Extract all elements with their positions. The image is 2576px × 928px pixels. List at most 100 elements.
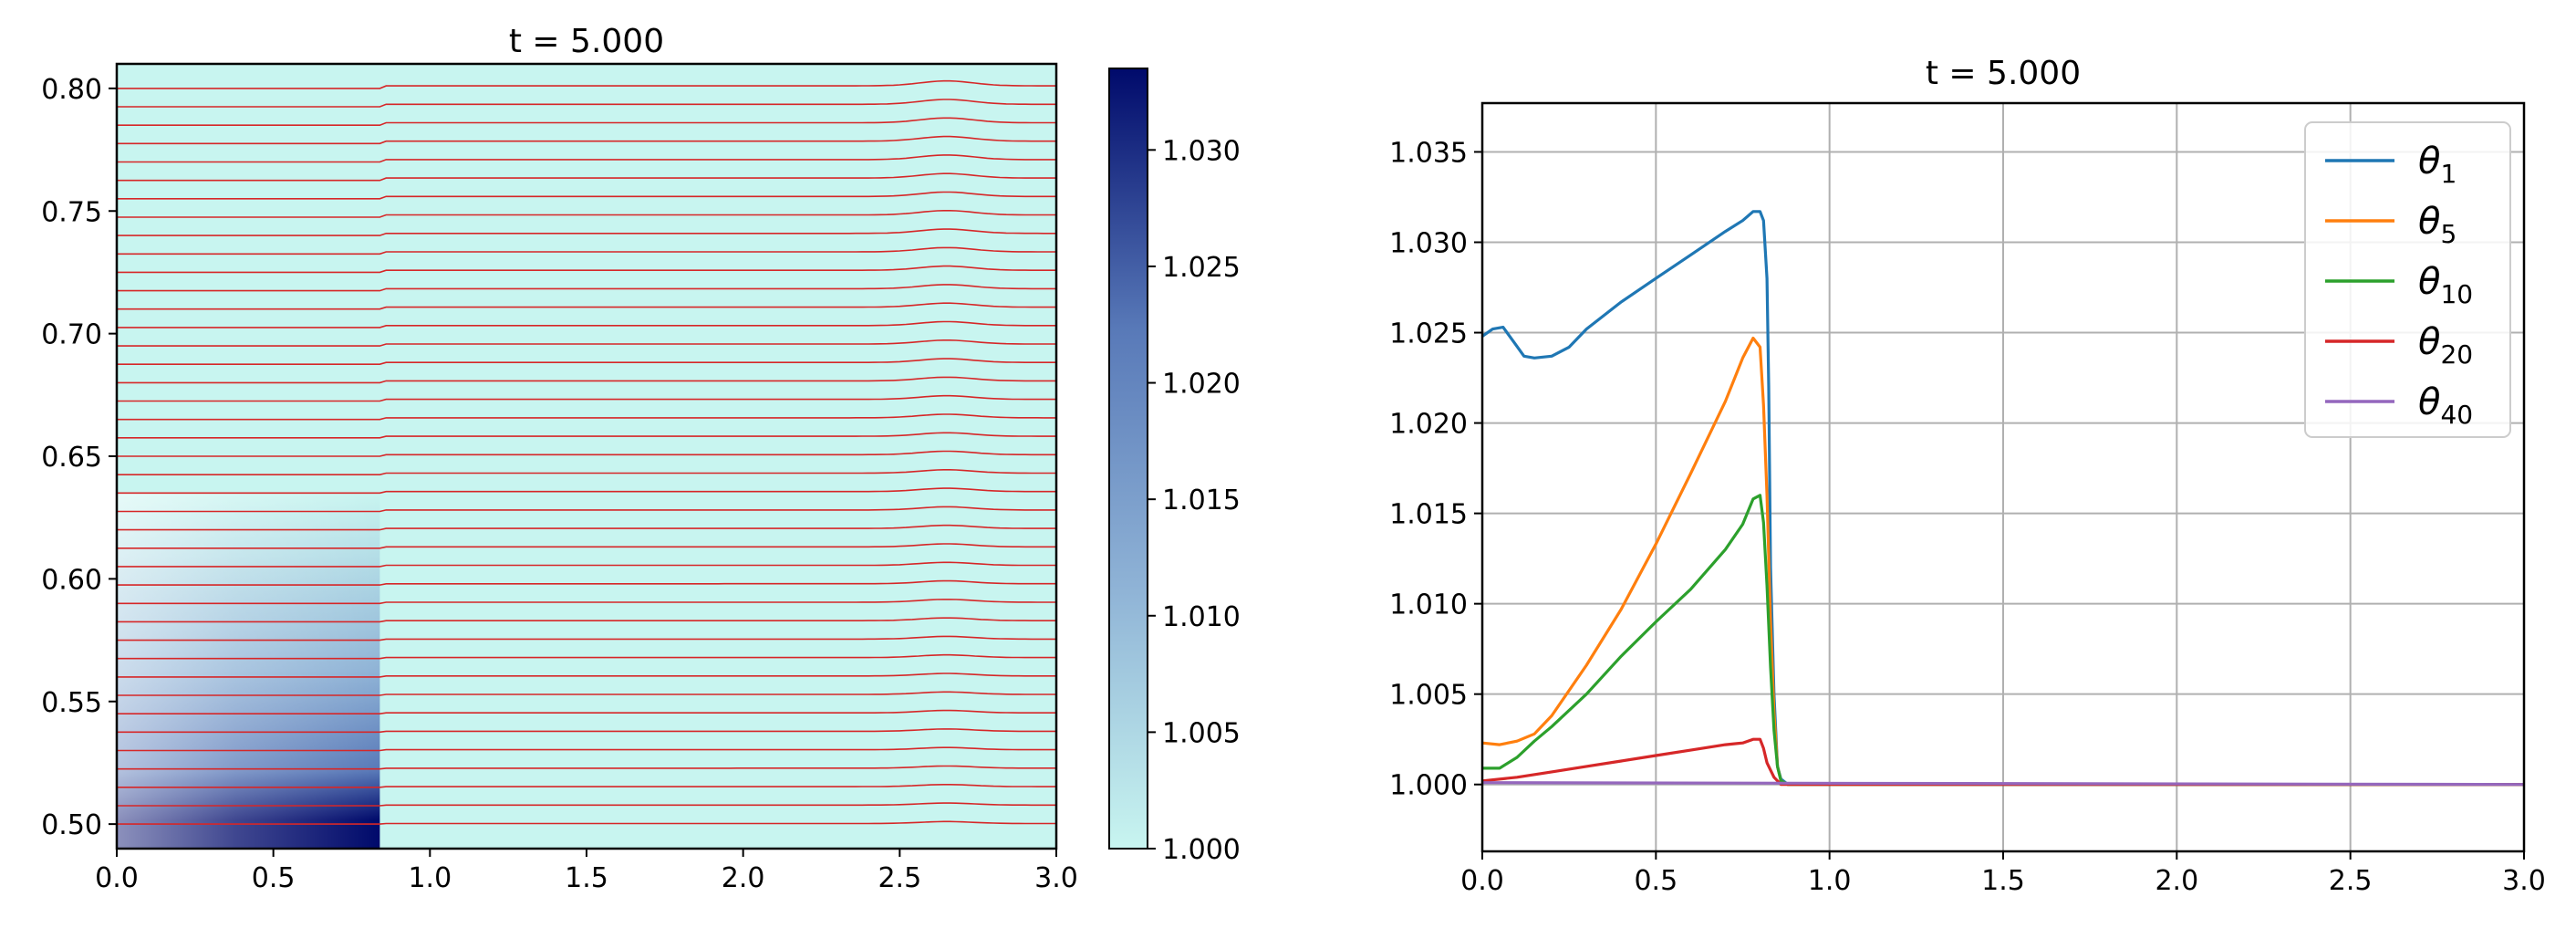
y-tick-label: 0.60 (41, 564, 102, 596)
y-tick-label: 1.025 (1389, 318, 1468, 350)
legend-subscript: 10 (2440, 279, 2473, 309)
legend-subscript: 40 (2440, 400, 2473, 430)
contour-line (117, 432, 1056, 439)
legend-label: θ40 (2418, 381, 2473, 430)
contour-line (117, 765, 1056, 770)
contour-line (117, 728, 1056, 734)
y-tick-label: 1.005 (1389, 680, 1468, 712)
contour-line (117, 135, 1056, 145)
x-tick-label: 1.5 (1981, 865, 2025, 897)
contour-line (117, 469, 1056, 475)
x-tick-label: 0.0 (95, 862, 139, 894)
contour-line (117, 246, 1056, 255)
y-tick-label: 0.65 (41, 442, 102, 474)
contour-line (117, 413, 1056, 421)
x-tick-label: 0.0 (1460, 865, 1504, 897)
series-line-theta-10 (1482, 494, 2524, 787)
line-series-group (1482, 210, 2524, 787)
heatmap-y-ticks: 0.50 0.55 0.60 0.65 0.70 0.75 0.80 (41, 74, 117, 841)
legend-subscript: 1 (2440, 159, 2457, 189)
contour-line (117, 802, 1056, 807)
x-tick-label: 2.5 (2329, 865, 2373, 897)
contour-line (117, 228, 1056, 236)
contour-line (117, 339, 1056, 347)
y-tick-label: 1.010 (1389, 589, 1468, 621)
contour-line (117, 210, 1056, 218)
heatmap-field-fade (117, 493, 380, 849)
legend-symbol: θ (2418, 141, 2440, 182)
contour-line (117, 746, 1056, 752)
heatmap-title: t = 5.000 (509, 23, 664, 60)
legend-label: θ10 (2418, 261, 2473, 309)
colorbar-tick-label: 1.000 (1162, 834, 1241, 866)
x-tick-label: 0.5 (252, 862, 296, 894)
line-panel: t = 5.000 0.0 0.5 1.0 1.5 2.0 2.5 3.0 1.000 1.0… (1389, 55, 2546, 897)
contour-line (117, 376, 1056, 384)
y-tick-label: 0.80 (41, 74, 102, 106)
contour-line (117, 543, 1056, 549)
contour-line (117, 358, 1056, 365)
colorbar-tick-label: 1.020 (1162, 369, 1241, 401)
legend-label: θ20 (2418, 321, 2473, 370)
legend-box (2304, 121, 2511, 438)
contour-line (117, 635, 1056, 641)
x-tick-label: 0.5 (1634, 865, 1678, 897)
colorbar-tick-label: 1.025 (1162, 252, 1241, 284)
y-tick-label: 1.000 (1389, 770, 1468, 802)
colorbar-tick-label: 1.015 (1162, 485, 1241, 516)
contour-line (117, 784, 1056, 788)
x-tick-label: 1.0 (408, 862, 452, 894)
colorbar-strip (1108, 68, 1148, 850)
legend-symbol: θ (2418, 261, 2440, 303)
x-tick-label: 2.5 (878, 862, 921, 894)
contour-line (117, 172, 1056, 182)
legend-subscript: 20 (2440, 339, 2473, 370)
contour-line (117, 561, 1056, 568)
contour-line (117, 302, 1056, 310)
legend-label: θ1 (2418, 141, 2457, 189)
contour-line (117, 487, 1056, 495)
contour-line (117, 617, 1056, 623)
colorbar-tick-label: 1.005 (1162, 717, 1241, 749)
contour-line (117, 284, 1056, 292)
y-tick-label: 1.015 (1389, 499, 1468, 531)
legend-subscript: 5 (2440, 219, 2457, 249)
x-tick-label: 3.0 (1034, 862, 1078, 894)
y-tick-label: 1.030 (1389, 228, 1468, 260)
series-line-theta-20 (1482, 737, 2524, 787)
x-tick-label: 2.0 (2155, 865, 2198, 897)
line-x-ticks: 0.0 0.5 1.0 1.5 2.0 2.5 3.0 (1460, 851, 2546, 897)
legend-label: θ5 (2418, 201, 2457, 249)
contour-lines (117, 79, 1056, 825)
contour-line (117, 154, 1056, 163)
contour-line (117, 450, 1056, 457)
colorbar-tick-label: 1.030 (1162, 135, 1241, 167)
contour-line (117, 79, 1056, 89)
colorbar-ticks: 1.000 1.005 1.010 1.015 1.020 1.025 1.030 (1148, 135, 1241, 866)
x-tick-label: 1.0 (1808, 865, 1852, 897)
contour-line (117, 506, 1056, 513)
contour-line (117, 191, 1056, 200)
contour-line (117, 653, 1056, 660)
contour-line (117, 673, 1056, 678)
y-tick-label: 0.55 (41, 687, 102, 719)
y-tick-label: 1.020 (1389, 409, 1468, 441)
legend-symbol: θ (2418, 321, 2440, 363)
y-tick-label: 0.75 (41, 196, 102, 228)
colorbar-tick-label: 1.010 (1162, 601, 1241, 633)
contour-line (117, 691, 1056, 696)
line-y-ticks: 1.000 1.005 1.010 1.015 1.020 1.025 1.030 1.035 (1389, 137, 1482, 802)
contour-line (117, 599, 1056, 605)
line-chart-title: t = 5.000 (1926, 55, 2081, 92)
contour-line (117, 820, 1056, 825)
x-tick-label: 3.0 (2502, 865, 2546, 897)
heatmap-panel: t = 5.000 0.0 0.5 1.0 1.5 2.0 2.5 3.0 0.50 0.55… (41, 23, 1078, 894)
x-tick-label: 2.0 (722, 862, 765, 894)
contour-line (117, 99, 1056, 108)
contour-line (117, 394, 1056, 402)
contour-line (117, 320, 1056, 328)
y-tick-label: 0.70 (41, 319, 102, 351)
contour-line (117, 117, 1056, 126)
